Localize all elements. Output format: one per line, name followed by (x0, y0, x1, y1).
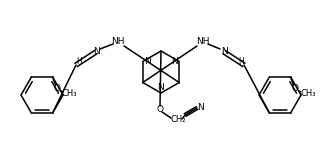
Text: O: O (291, 84, 298, 93)
Text: N: N (221, 47, 227, 57)
Text: N: N (197, 104, 203, 112)
Text: O: O (54, 84, 61, 93)
Text: CH₃: CH₃ (301, 89, 316, 98)
Text: N: N (144, 57, 151, 66)
Text: NH: NH (111, 37, 125, 45)
Text: CH₃: CH₃ (62, 89, 77, 98)
Text: O: O (157, 104, 163, 113)
Text: H: H (76, 57, 82, 66)
Text: N: N (158, 83, 164, 92)
Text: N: N (93, 47, 99, 57)
Text: NH: NH (196, 37, 210, 45)
Text: N: N (171, 57, 178, 66)
Text: H: H (238, 57, 244, 66)
Text: CH₂: CH₂ (170, 116, 186, 125)
